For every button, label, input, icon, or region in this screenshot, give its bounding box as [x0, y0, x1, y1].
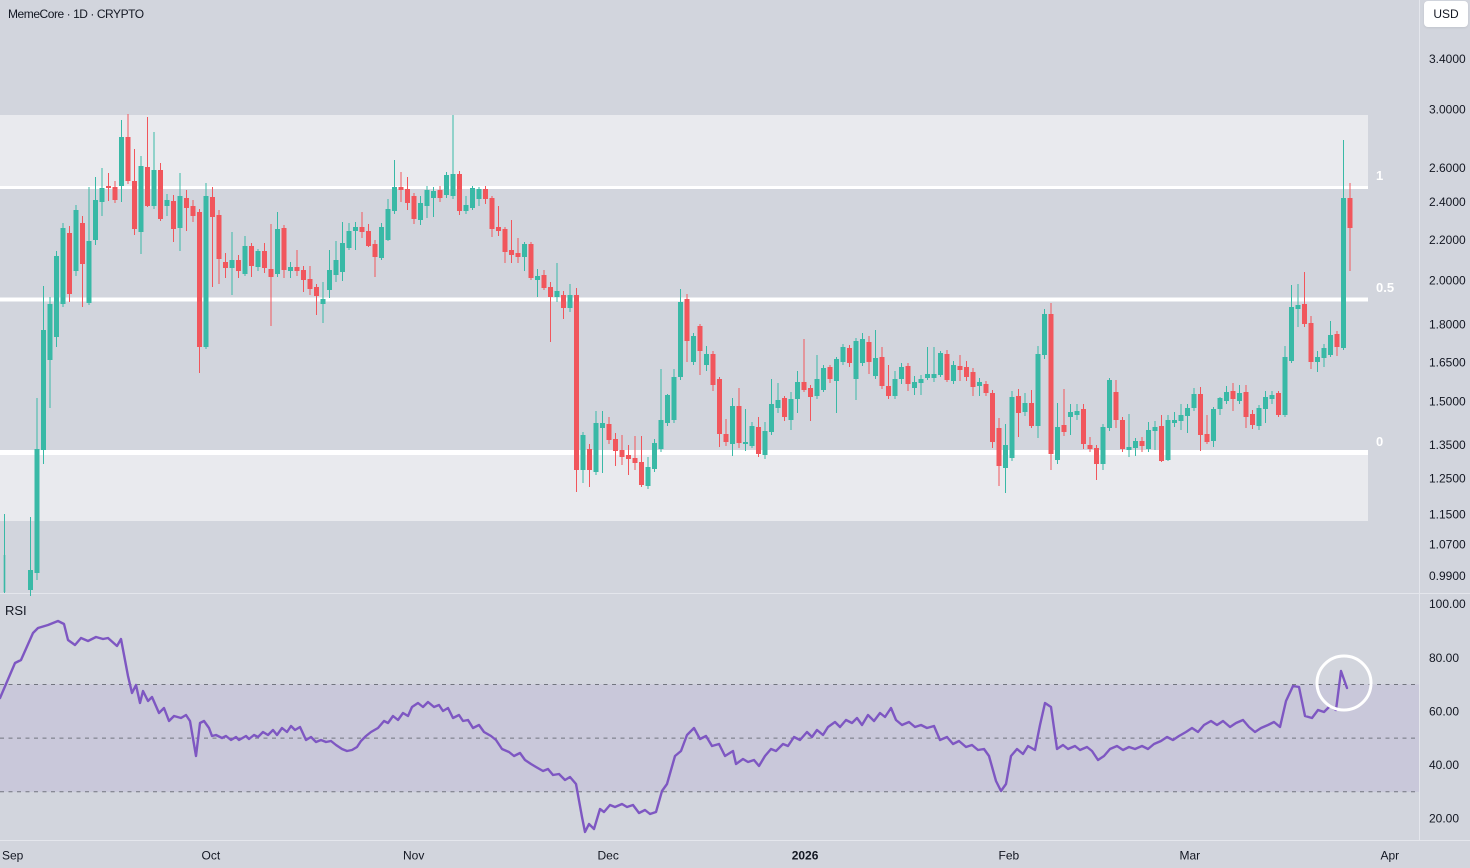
- svg-text:1: 1: [1376, 168, 1383, 183]
- svg-text:1.2500: 1.2500: [1429, 472, 1466, 486]
- svg-text:2.0000: 2.0000: [1429, 274, 1466, 288]
- svg-text:0.5: 0.5: [1376, 280, 1394, 295]
- svg-text:1.1500: 1.1500: [1429, 508, 1466, 522]
- svg-text:0: 0: [1376, 434, 1383, 449]
- svg-text:40.00: 40.00: [1429, 758, 1459, 772]
- svg-text:Feb: Feb: [999, 849, 1020, 863]
- svg-text:2.6000: 2.6000: [1429, 161, 1466, 175]
- svg-text:0.9900: 0.9900: [1429, 569, 1466, 583]
- svg-text:RSI: RSI: [5, 603, 27, 618]
- svg-text:Dec: Dec: [598, 849, 619, 863]
- svg-text:1.5000: 1.5000: [1429, 395, 1466, 409]
- svg-text:Oct: Oct: [202, 849, 221, 863]
- svg-text:2.4000: 2.4000: [1429, 195, 1466, 209]
- svg-text:3.4000: 3.4000: [1429, 52, 1466, 66]
- svg-text:1.0700: 1.0700: [1429, 538, 1466, 552]
- svg-text:MemeCore · 1D · CRYPTO: MemeCore · 1D · CRYPTO: [8, 7, 144, 21]
- svg-text:1.3500: 1.3500: [1429, 438, 1466, 452]
- svg-text:100.00: 100.00: [1429, 597, 1466, 611]
- svg-text:1.8000: 1.8000: [1429, 318, 1466, 332]
- svg-text:60.00: 60.00: [1429, 705, 1459, 719]
- svg-text:Mar: Mar: [1180, 849, 1201, 863]
- svg-text:2.2000: 2.2000: [1429, 233, 1466, 247]
- svg-text:2026: 2026: [792, 849, 819, 863]
- svg-text:3.0000: 3.0000: [1429, 103, 1466, 117]
- svg-text:Nov: Nov: [403, 849, 424, 863]
- svg-text:Apr: Apr: [1381, 849, 1400, 863]
- svg-text:80.00: 80.00: [1429, 651, 1459, 665]
- svg-text:20.00: 20.00: [1429, 812, 1459, 826]
- svg-text:1.6500: 1.6500: [1429, 356, 1466, 370]
- svg-text:Sep: Sep: [2, 849, 24, 863]
